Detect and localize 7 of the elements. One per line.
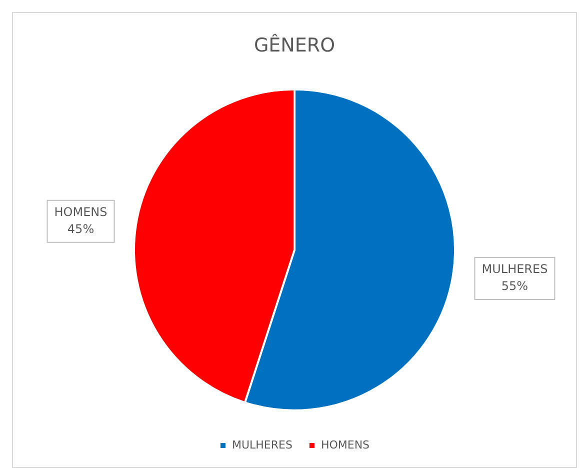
chart-title: GÊNERO (254, 33, 336, 56)
legend-label: MULHERES (232, 438, 292, 452)
data-label: 55% (501, 279, 528, 294)
slice-label: HOMENS (54, 204, 108, 219)
legend-label: HOMENS (320, 438, 370, 452)
slice-label: MULHERES (482, 262, 548, 276)
data-label: 45% (67, 222, 94, 236)
